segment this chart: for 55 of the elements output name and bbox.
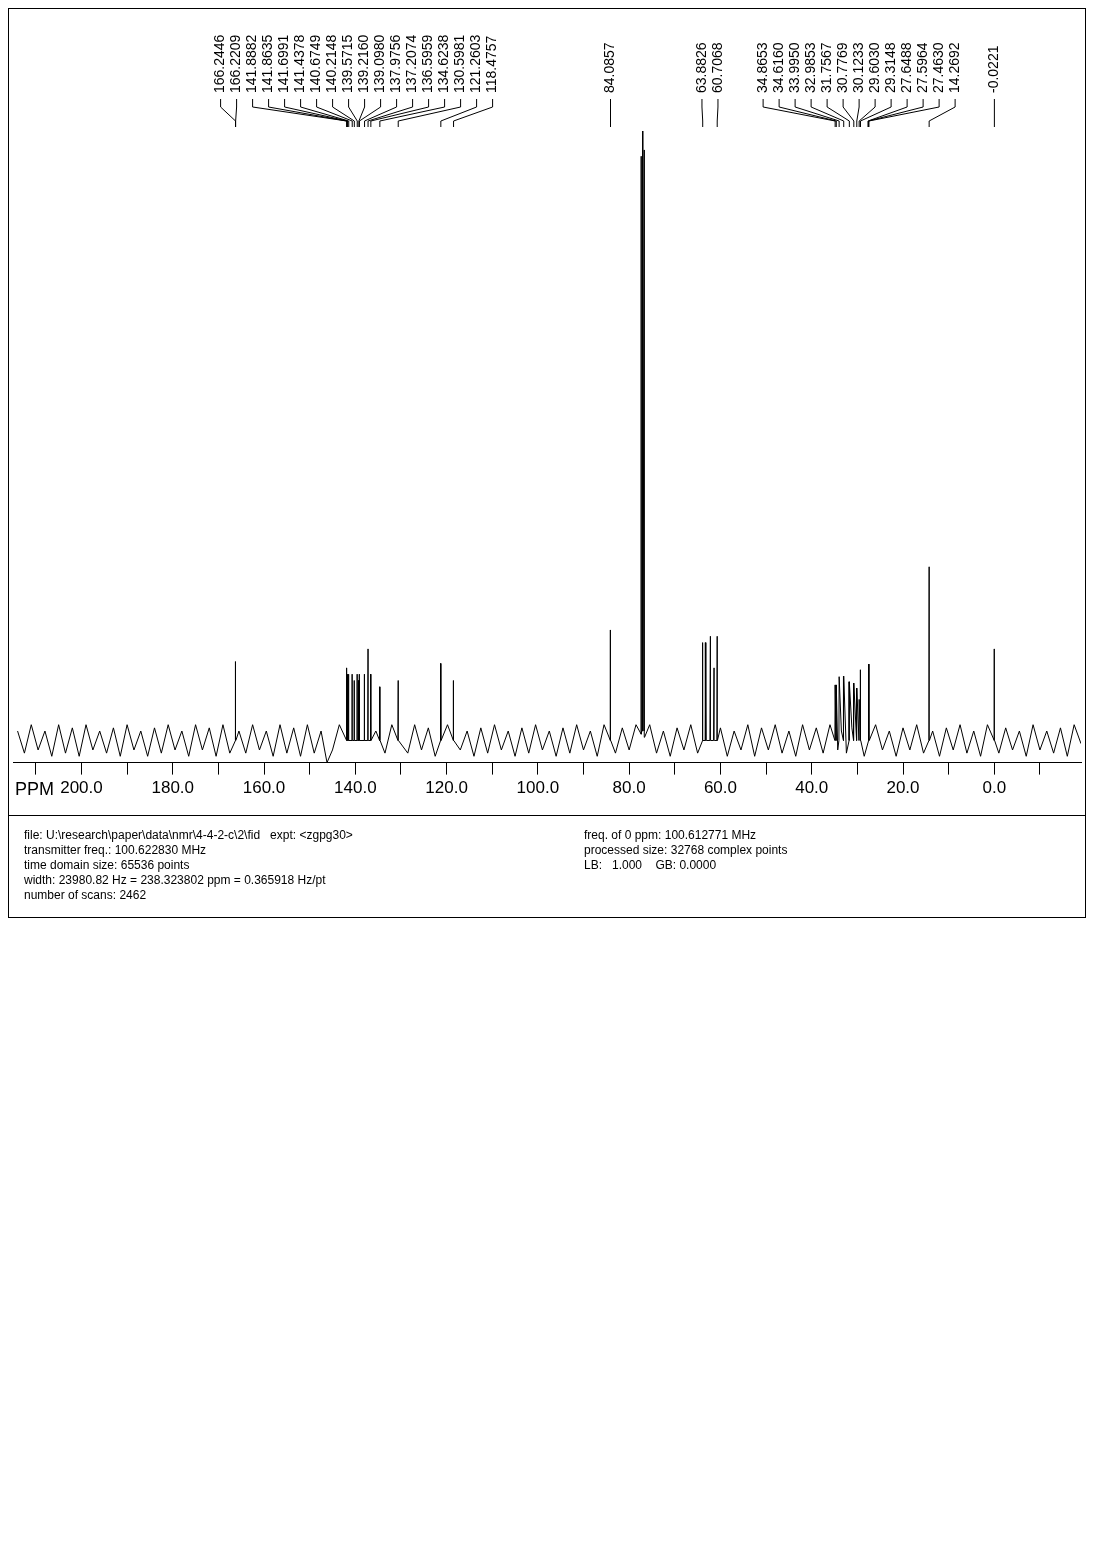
annotation: 166.2209 — [227, 34, 244, 93]
annotation: 136.5959 — [419, 34, 436, 93]
x-tick-label: 180.0 — [151, 778, 195, 798]
annotation: 140.2148 — [323, 34, 340, 93]
annotation: 27.6488 — [897, 42, 914, 93]
annotation: 29.3148 — [881, 42, 898, 93]
annotation: 130.5981 — [451, 34, 468, 93]
annotation: 139.0980 — [371, 34, 388, 93]
annotation: 33.9950 — [785, 42, 802, 93]
annotation: -0.0221 — [985, 45, 1002, 93]
x-tick-label: 60.0 — [703, 778, 737, 798]
x-tick-label: 80.0 — [612, 778, 646, 798]
x-tick-label: 120.0 — [425, 778, 468, 798]
text: time domain size: 65536 points — [24, 858, 191, 873]
annotation: 29.6030 — [865, 42, 882, 93]
x-tick-label: 160.0 — [242, 778, 286, 798]
annotation: 139.2160 — [355, 34, 372, 93]
annotation: 140.6749 — [307, 34, 324, 93]
x-axis-title: PPM — [15, 778, 55, 799]
annotation: 63.8826 — [692, 42, 709, 93]
annotation: 30.1233 — [849, 42, 866, 93]
x-tick-label: 20.0 — [886, 778, 920, 798]
x-tick-label: 140.0 — [334, 778, 377, 798]
text: freq. of 0 ppm: 100.612771 MHz — [584, 828, 758, 843]
annotation: 121.2603 — [467, 34, 484, 93]
annotation: 141.8635 — [259, 34, 276, 93]
annotation: 27.4630 — [929, 42, 946, 93]
annotation: 34.6160 — [769, 42, 786, 93]
annotation: 118.4757 — [483, 35, 500, 93]
x-tick-label: 0.0 — [982, 778, 1007, 798]
x-tick-label: 40.0 — [795, 778, 829, 798]
annotation: 141.8882 — [243, 34, 260, 93]
text: transmitter freq.: 100.622830 MHz — [24, 843, 208, 858]
annotation: 141.4378 — [291, 34, 308, 93]
annotation: 166.2446 — [211, 34, 228, 93]
annotation: 14.2692 — [945, 42, 962, 93]
annotation: 84.0857 — [601, 42, 618, 93]
x-tick-label: 200.0 — [60, 778, 103, 798]
annotation: 134.6238 — [435, 34, 452, 93]
text: processed size: 32768 complex points — [584, 843, 789, 858]
x-tick-label: 100.0 — [516, 778, 560, 798]
annotation: 60.7068 — [708, 42, 725, 93]
annotation: 137.9756 — [387, 34, 404, 93]
annotation: 141.6991 — [275, 34, 292, 93]
annotation: 137.2074 — [403, 34, 420, 93]
annotation: 34.8653 — [753, 42, 770, 93]
annotation: 27.5964 — [913, 42, 930, 93]
text: width: 23980.82 Hz = 238.323802 ppm = 0.365918 Hz/pt — [24, 873, 327, 888]
annotation: 32.9853 — [801, 42, 818, 93]
text: LB: 1.000 GB: 0.0000 — [584, 858, 718, 873]
annotation: 31.7567 — [817, 42, 834, 93]
annotation: 139.5715 — [339, 34, 356, 93]
text: file: U:\research\paper\data\nmr\4-4-2-c\2\fid expt: <zgpg30> — [24, 828, 354, 843]
text: number of scans: 2462 — [24, 888, 148, 903]
annotation: 30.7769 — [833, 42, 850, 93]
